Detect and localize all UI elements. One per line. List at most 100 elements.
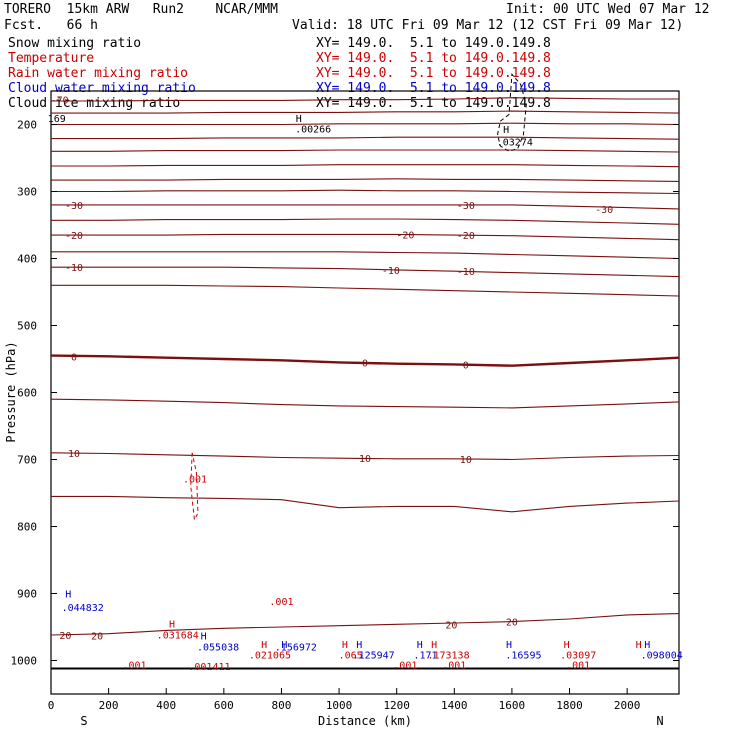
contour-label: 169 xyxy=(48,114,66,125)
contour-label: H xyxy=(644,640,650,651)
contour-label: 20 xyxy=(506,618,518,629)
contour-label: H xyxy=(261,640,267,651)
field-xy-temperature: XY= 149.0. 5.1 to 149.0.149.8 xyxy=(316,51,551,66)
isotherm-line xyxy=(51,251,680,260)
contour-label: .00266 xyxy=(295,125,331,136)
contour-label: .001 xyxy=(122,661,146,672)
contour-label: .021065 xyxy=(249,650,291,661)
contour-label: -30 xyxy=(457,201,475,212)
contour-label: 0 xyxy=(463,360,469,371)
field-xy-cloud-water: XY= 149.0. 5.1 to 149.0.149.8 xyxy=(316,81,551,96)
valid-time: Valid: 18 UTC Fri 09 Mar 12 (12 CST Fri … xyxy=(292,18,684,33)
contour-label: .171 xyxy=(413,650,437,661)
isotherm-line xyxy=(51,189,680,195)
contour-label: -10 xyxy=(65,263,83,274)
contour-label: H xyxy=(356,640,362,651)
field-label-rain: Rain water mixing ratio xyxy=(8,66,189,81)
contour-label: .03097 xyxy=(560,650,596,661)
contour-label: .173138 xyxy=(427,650,469,661)
contour-label: H xyxy=(281,640,287,651)
contour-label: .044832 xyxy=(62,603,104,614)
x-tick-label: 400 xyxy=(156,699,176,712)
contour-label: 0 xyxy=(71,352,77,363)
isotherm-line xyxy=(50,613,680,636)
x-tick-label: 1000 xyxy=(326,699,353,712)
x-tick-label: 0 xyxy=(48,699,55,712)
contour-label: 10 xyxy=(460,455,472,466)
contour-label: .031684 xyxy=(157,630,199,641)
contour-label: .001 xyxy=(183,474,207,485)
y-tick-label: 1000 xyxy=(11,655,38,668)
contour-label: 20 xyxy=(445,620,457,631)
contour-label: .065 xyxy=(339,650,363,661)
isotherm-line xyxy=(50,398,680,409)
y-tick-label: 900 xyxy=(17,588,37,601)
contour-label: .001 xyxy=(566,661,590,672)
y-tick-label: 700 xyxy=(17,454,37,467)
contour-label: -30 xyxy=(65,201,83,212)
contour-label: .001 xyxy=(269,597,293,608)
isotherm-line xyxy=(51,178,680,182)
field-xy-rain: XY= 149.0. 5.1 to 149.0.149.8 xyxy=(316,66,551,81)
field-label-snow: Snow mixing ratio xyxy=(8,36,142,51)
contour-label: H xyxy=(417,640,423,651)
y-tick-label: 200 xyxy=(17,119,37,132)
isotherm-line xyxy=(50,354,680,367)
contour-label: 20 xyxy=(91,632,103,643)
isotherm-line xyxy=(51,122,680,126)
contour-label: .001 xyxy=(393,661,417,672)
forecast-hour: Fcst. 66 h xyxy=(4,18,98,33)
isotherm-line xyxy=(51,218,680,225)
contour-label: H xyxy=(296,114,302,125)
field-xy-snow: XY= 149.0. 5.1 to 149.0.149.8 xyxy=(316,36,551,51)
contour-label: .125947 xyxy=(353,650,395,661)
isotherm-line xyxy=(50,452,680,461)
isotherm-line xyxy=(51,233,680,241)
isotherm-line xyxy=(51,266,680,278)
contour-label: -70 xyxy=(51,96,69,107)
field-label-cloud-water: Cloud water mixing ratio xyxy=(8,81,196,96)
contour-label: 0 xyxy=(362,358,368,369)
x-end-label-south: S xyxy=(80,714,87,728)
y-tick-label: 800 xyxy=(17,521,37,534)
contour-label: H xyxy=(636,640,642,651)
isotherm-line xyxy=(51,110,680,114)
contour-label: H xyxy=(564,640,570,651)
y-tick-label: 600 xyxy=(17,387,37,400)
field-label-temperature: Temperature xyxy=(8,51,95,66)
y-tick-label: 400 xyxy=(17,253,37,266)
x-end-label-north: N xyxy=(656,714,663,728)
x-tick-label: 600 xyxy=(214,699,234,712)
x-tick-label: 800 xyxy=(272,699,292,712)
contour-label: H xyxy=(342,640,348,651)
y-tick-label: 300 xyxy=(17,186,37,199)
contour-label: .16595 xyxy=(505,650,541,661)
isotherm-line xyxy=(51,495,680,513)
contour-label: H xyxy=(201,632,207,643)
x-tick-label: 1200 xyxy=(383,699,410,712)
isotherm-line xyxy=(51,164,680,168)
contour-label: .03274 xyxy=(497,137,533,148)
isotherm-line xyxy=(51,136,680,140)
isotherm-line xyxy=(51,97,679,102)
contour-label: .001 xyxy=(442,661,466,672)
x-tick-label: 1400 xyxy=(441,699,468,712)
x-axis-label: Distance (km) xyxy=(318,714,412,728)
contour-label: -10 xyxy=(382,266,400,277)
x-tick-label: 200 xyxy=(99,699,119,712)
x-tick-label: 1800 xyxy=(556,699,583,712)
model-title: TORERO 15km ARW Run2 NCAR/MMM xyxy=(4,2,278,17)
contour-label: 10 xyxy=(359,454,371,465)
isotherm-line xyxy=(51,149,680,153)
contour-label: 10 xyxy=(68,449,80,460)
y-axis-label: Pressure (hPa) xyxy=(4,341,18,442)
contour-label: H xyxy=(169,620,175,631)
isotherm-line xyxy=(51,284,680,297)
contour-label: -10 xyxy=(457,267,475,278)
rain-contour xyxy=(190,452,199,522)
contour-label: 20 xyxy=(59,631,71,642)
x-tick-label: 1600 xyxy=(499,699,526,712)
contour-label: .098004 xyxy=(641,650,683,661)
contour-label: -20 xyxy=(457,231,475,242)
